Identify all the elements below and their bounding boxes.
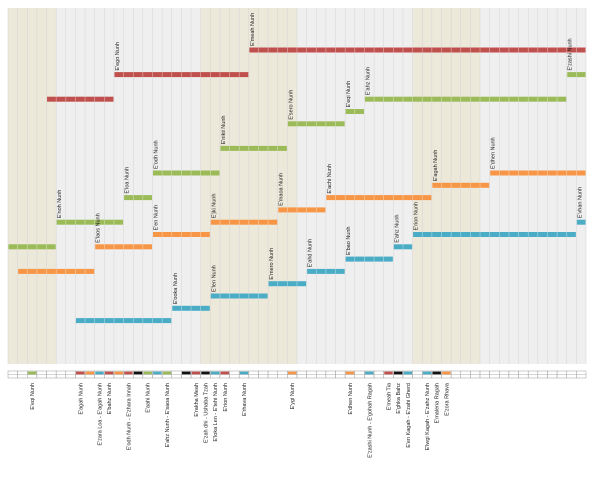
strip-marker <box>114 371 123 375</box>
strip-label: E'eqi Nunh <box>30 383 36 410</box>
segment-label: E'laos Nunh <box>96 213 102 243</box>
strip-marker <box>95 371 104 375</box>
strip-label: E'loka Len - E'tehi Nunh <box>213 383 219 442</box>
strip-marker <box>124 371 133 375</box>
strip-label: E'zora Rhava <box>444 382 450 416</box>
segment-label: E'loa Nunh <box>125 167 131 194</box>
strip-marker <box>133 371 143 375</box>
strip-label: E'rakha Meah <box>194 383 200 417</box>
segment-label: E'vhan Nunh <box>577 187 583 218</box>
segment-label: E'maoa Nunh <box>279 173 285 206</box>
strip-marker <box>345 371 355 375</box>
strip-marker <box>76 371 85 375</box>
segment-bar <box>8 244 56 250</box>
strip-marker <box>220 371 229 375</box>
band-0 <box>8 8 57 364</box>
segment-bar <box>47 96 114 102</box>
segment-bar <box>124 195 152 201</box>
strip-label: E'lwgi Kagah - E'zahz Nunh <box>425 383 431 451</box>
strip-marker <box>201 371 210 375</box>
segment-label: E'mero Nunh <box>269 248 275 280</box>
segment-label: E'sero Nunh <box>288 90 294 120</box>
segment-label: E'eqi Nunh <box>346 81 352 108</box>
strip-marker <box>442 371 451 375</box>
segment-labels: E'ego Nunh E'meah Nunh E'noh Nunh E'loa Nun… <box>57 13 583 304</box>
strip-marker <box>403 371 412 375</box>
strip-labels: E'eqi Nunh E'agah Nunh E'zara Loa - E'agah… <box>30 382 450 458</box>
strip-label: E'meah Tia <box>387 382 393 410</box>
segment-label: E'ahd Nunh <box>308 239 314 268</box>
segment-label: E'jki Nunh <box>211 194 217 219</box>
series-segments <box>8 47 586 324</box>
segment-bar <box>345 256 393 262</box>
strip-label: E'dhen Nunh <box>348 383 354 415</box>
segment-label: E'meah Nunh <box>250 13 256 46</box>
strip-marker <box>210 371 220 375</box>
strip-label: E'odh Nunh - E'zhara Innah <box>126 383 132 450</box>
strip-marker <box>239 371 249 375</box>
strip-marker <box>393 371 403 375</box>
segment-bar <box>326 195 432 201</box>
segment-bar <box>210 219 278 225</box>
strip-label: E'rion Nunh <box>223 383 229 412</box>
strip-marker <box>365 371 374 375</box>
marker-strip <box>7 370 587 379</box>
segment-bar <box>153 170 220 176</box>
segment-label: E'odh Nunh <box>154 140 160 169</box>
segment-bar <box>220 145 287 151</box>
segment-bar <box>576 219 586 225</box>
strip-marker <box>153 371 162 375</box>
segment-label: E'ego Nunh <box>115 42 121 71</box>
segment-label: E'len Nunh <box>211 265 217 292</box>
segment-bar <box>278 207 326 213</box>
strip-label: E'zara Loa - E'agah Nunh <box>98 383 104 446</box>
strip-marker <box>85 371 95 375</box>
band-5 <box>480 8 586 364</box>
strip-marker <box>422 371 432 375</box>
strip-label: E'bahz Nunh <box>107 383 113 414</box>
segment-label: E'en Nunh <box>154 205 160 231</box>
strip-label: E'ahz Nunh - E'saoa Nunh <box>165 383 171 447</box>
strip-label: E'zah dhi - Ushaba Tzah <box>203 383 209 443</box>
strip-label: E'malena Ragah <box>435 383 441 424</box>
segment-label: E'noh Nunh <box>57 190 63 219</box>
segment-label: E'ahz Nunh <box>365 67 371 95</box>
strip-marker <box>182 371 191 375</box>
strip-label: E'ghka Bahz <box>396 383 402 414</box>
segment-bar <box>413 232 576 237</box>
strip-marker <box>104 371 114 375</box>
strip-label: E'zashi Nunh - E'gohah Ragah <box>367 383 373 458</box>
strip-label: E'agah Nunh <box>78 383 84 415</box>
segment-label: E'ahz Nunh <box>394 215 400 243</box>
strip-label: E'ygi Nunh <box>290 383 296 409</box>
strip-marker <box>191 371 201 375</box>
segment-label: E'bao Nunh <box>346 227 352 256</box>
strip-marker <box>143 371 152 375</box>
strip-label: E'aahi Nunh <box>146 383 152 413</box>
segment-label: E'dhen Nunh <box>491 137 497 169</box>
strip-marker <box>432 371 441 375</box>
strip-marker <box>287 371 297 375</box>
segment-label: E'rion Nunh <box>414 202 420 231</box>
segment-bar <box>56 219 124 225</box>
strip-label: E'en Kagah - E'zahi Gherd <box>406 383 412 448</box>
strip-marker <box>162 371 172 375</box>
segment-label: E'achi Nunh <box>327 164 333 194</box>
segment-bar <box>249 47 586 53</box>
strip-label: E'rhava Nunh <box>242 383 248 416</box>
band-1 <box>56 8 201 364</box>
segment-label: E'agah Nunh <box>433 150 439 182</box>
segment-bar <box>364 96 567 102</box>
strip-marker <box>27 371 37 375</box>
segment-label: E'nikii Nunh <box>221 116 227 145</box>
strip-marker <box>384 371 393 375</box>
segment-label: E'ooka Nunh <box>173 273 179 304</box>
segment-label: E'zashi Nunh <box>568 38 574 70</box>
grid-lines <box>7 8 587 364</box>
